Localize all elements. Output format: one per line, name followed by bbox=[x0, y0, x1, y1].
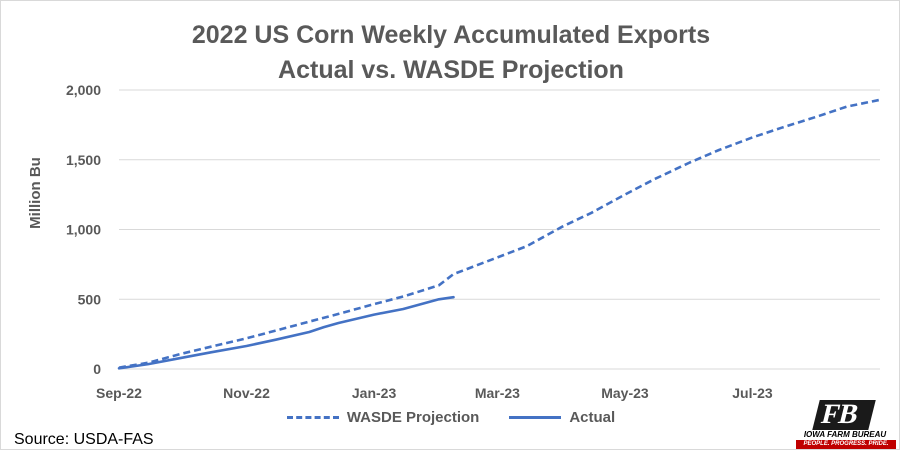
legend-label-wasde: WASDE Projection bbox=[346, 409, 480, 426]
x-tick-label: Sep-22 bbox=[96, 385, 142, 401]
series-lines bbox=[117, 98, 881, 370]
y-tick-label: 500 bbox=[78, 291, 102, 307]
legend-swatch-dashed bbox=[286, 416, 339, 419]
gridlines bbox=[119, 89, 880, 370]
x-axis-ticks: Sep-22 Nov-22 Jan-23 Mar-23 May-23 Jul-23 bbox=[96, 385, 773, 401]
logo-mark: FB bbox=[812, 399, 876, 430]
chart-title: 2022 US Corn Weekly Accumulated Exports bbox=[191, 21, 711, 49]
legend-label-actual: Actual bbox=[569, 409, 616, 426]
iowa-farm-bureau-logo: FB IOWA FARM BUREAU PEOPLE. PROGRESS. PR… bbox=[792, 399, 898, 450]
series-line-wasde-projection bbox=[118, 98, 881, 369]
legend-item-wasde: WASDE Projection bbox=[286, 409, 480, 426]
logo-tagline: PEOPLE. PROGRESS. PRIDE. bbox=[796, 440, 896, 449]
y-tick-label: 2,000 bbox=[66, 82, 101, 98]
y-axis-ticks: 0 500 1,000 1,500 2,000 bbox=[66, 82, 101, 377]
legend: WASDE Projection Actual bbox=[0, 409, 902, 426]
y-tick-label: 1,000 bbox=[66, 222, 101, 238]
y-tick-label: 1,500 bbox=[66, 152, 101, 168]
legend-item-actual: Actual bbox=[509, 409, 615, 426]
x-tick-label: May-23 bbox=[601, 385, 649, 401]
x-tick-label: Mar-23 bbox=[475, 385, 520, 401]
x-tick-label: Nov-22 bbox=[223, 385, 270, 401]
logo-name: IOWA FARM BUREAU bbox=[803, 430, 887, 439]
series-line-actual bbox=[117, 295, 455, 370]
y-tick-label: 0 bbox=[93, 361, 101, 377]
logo-mark-text: FB bbox=[818, 399, 862, 430]
source-note: Source: USDA-FAS bbox=[14, 431, 154, 448]
x-tick-label: Jul-23 bbox=[732, 385, 773, 401]
x-tick-label: Jan-23 bbox=[352, 385, 397, 401]
y-axis-label: Million Bu bbox=[27, 157, 44, 229]
chart-subtitle: Actual vs. WASDE Projection bbox=[278, 56, 624, 84]
legend-swatch-solid bbox=[509, 416, 562, 419]
